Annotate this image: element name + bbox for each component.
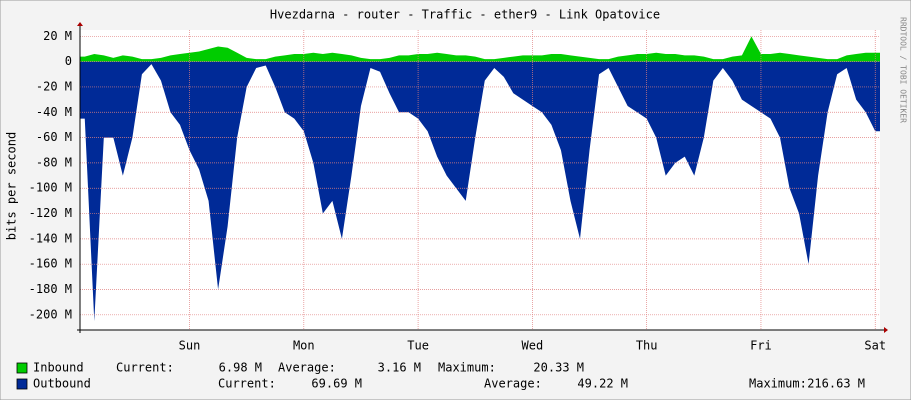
x-tick-label: Fri <box>750 339 772 353</box>
legend-stat-value: 69.69 M <box>311 377 362 391</box>
legend-stat-label: Average: <box>484 377 542 391</box>
legend-stat-value: 6.98 M <box>219 361 262 375</box>
legend-stat-label: Current: <box>218 377 276 391</box>
y-tick-label: 0 <box>65 54 72 68</box>
legend-stat-value: 20.33 M <box>533 361 584 375</box>
legend-stat-value: 49.22 M <box>577 377 628 391</box>
y-tick-label: -60 M <box>36 130 72 144</box>
x-axis-arrow <box>884 327 888 333</box>
series-area <box>80 36 880 62</box>
x-tick-label: Sun <box>179 339 201 353</box>
y-tick-label: -200 M <box>29 307 72 321</box>
chart-title: Hvezdarna - router - Traffic - ether9 - … <box>270 8 660 22</box>
y-axis-label: bits per second <box>5 132 19 240</box>
legend-stat-label: Average: <box>278 361 336 375</box>
legend-swatch <box>16 378 28 390</box>
legend-stat-label: Maximum: <box>749 377 807 391</box>
y-axis-arrow <box>77 22 83 26</box>
y-tick-label: -140 M <box>29 231 72 245</box>
legend-swatch <box>16 362 28 374</box>
x-tick-label: Thu <box>636 339 658 353</box>
y-tick-label: -120 M <box>29 206 72 220</box>
legend-label: Inbound <box>33 361 84 375</box>
series-area <box>80 61 880 322</box>
y-tick-label: -80 M <box>36 155 72 169</box>
legend-stat-label: Current: <box>116 361 174 375</box>
x-tick-label: Mon <box>293 339 315 353</box>
y-tick-label: -40 M <box>36 105 72 119</box>
legend-stat-value: 216.63 M <box>807 377 865 391</box>
y-tick-label: -20 M <box>36 79 72 93</box>
x-tick-label: Tue <box>407 339 429 353</box>
legend-label: Outbound <box>33 377 91 391</box>
watermark: RRDTOOL / TOBI OETIKER <box>899 17 908 123</box>
y-tick-label: -180 M <box>29 282 72 296</box>
y-tick-label: 20 M <box>43 29 72 43</box>
y-tick-label: -160 M <box>29 257 72 271</box>
x-tick-label: Sat <box>864 339 886 353</box>
x-tick-label: Wed <box>522 339 544 353</box>
y-tick-label: -100 M <box>29 181 72 195</box>
legend-stat-label: Maximum: <box>438 361 496 375</box>
legend-stat-value: 3.16 M <box>378 361 421 375</box>
